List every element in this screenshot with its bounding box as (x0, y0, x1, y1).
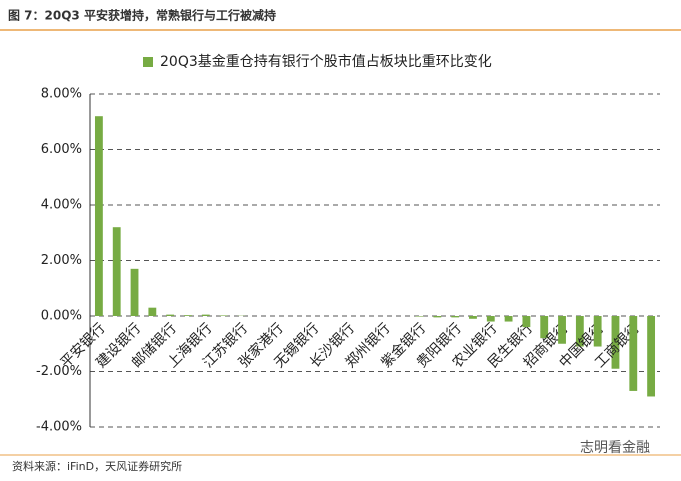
bar (433, 316, 442, 318)
y-tick-label: 6.00% (41, 142, 82, 157)
legend-label: 20Q3基金重仓持有银行个股市值占板块比重环比变化 (160, 53, 492, 70)
y-tick-label: 0.00% (41, 309, 82, 324)
y-tick-label: 4.00% (41, 198, 82, 213)
source: 资料来源：iFinD，天风证券研究所 (12, 459, 182, 473)
y-tick-label: 8.00% (41, 87, 82, 102)
legend-swatch (143, 57, 153, 67)
bar (166, 314, 175, 316)
bar (558, 316, 566, 344)
bar (112, 227, 121, 316)
bar (575, 316, 584, 347)
bar (593, 316, 602, 347)
header-title: 图 7：20Q3 平安获增持，常熟银行与工行被减持 (8, 8, 276, 23)
bar (415, 316, 424, 317)
bar (451, 316, 460, 318)
bar (629, 316, 638, 391)
bar (148, 307, 157, 316)
bar (201, 314, 210, 316)
bar (184, 315, 192, 316)
bar (486, 316, 495, 322)
bar (504, 316, 513, 322)
bar (130, 268, 139, 316)
bar (94, 116, 103, 316)
y-tick-label: -4.00% (36, 420, 82, 435)
bar (469, 316, 477, 319)
watermark: 志明看金融 (580, 440, 650, 456)
bar (219, 315, 228, 316)
bar (522, 316, 531, 328)
y-tick-label: 2.00% (41, 253, 82, 268)
y-tick-label: -2.00% (36, 364, 82, 379)
bar (647, 316, 656, 397)
bar (611, 316, 620, 369)
bar (540, 316, 549, 339)
